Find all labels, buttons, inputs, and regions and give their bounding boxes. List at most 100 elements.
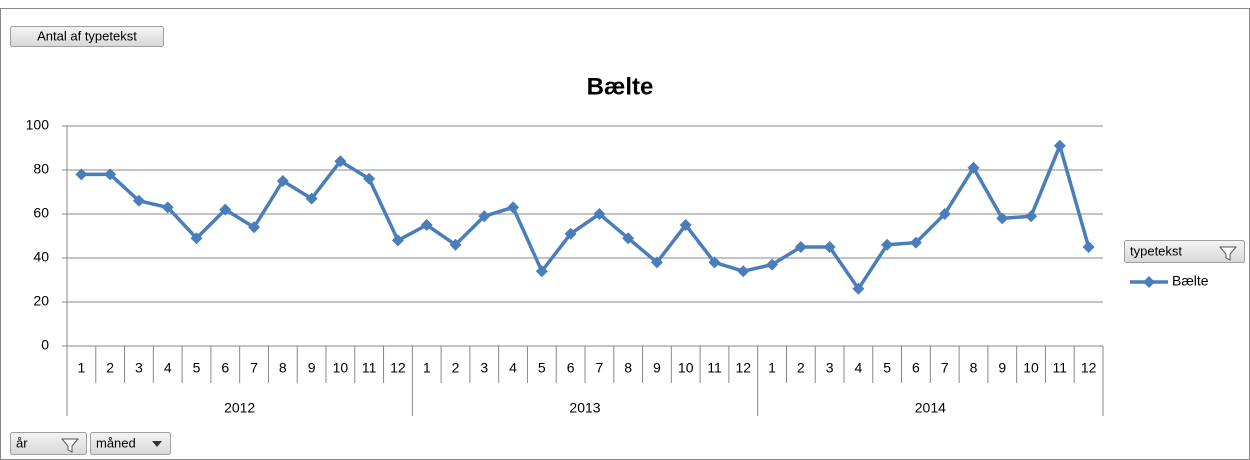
y-tick-label: 80 bbox=[33, 161, 49, 177]
x-tick-label: 6 bbox=[567, 360, 575, 376]
y-tick-label: 20 bbox=[33, 293, 49, 309]
x-tick-label: 11 bbox=[362, 360, 377, 376]
data-marker bbox=[535, 265, 548, 278]
month-button[interactable]: måned bbox=[90, 432, 171, 455]
x-tick-label: 3 bbox=[826, 360, 834, 376]
x-tick-label: 10 bbox=[333, 360, 349, 376]
x-tick-label: 3 bbox=[480, 360, 488, 376]
x-tick-label: 8 bbox=[970, 360, 978, 376]
data-marker bbox=[766, 258, 779, 271]
data-marker bbox=[219, 203, 232, 216]
year-button[interactable]: år bbox=[10, 432, 87, 455]
data-marker bbox=[564, 227, 577, 240]
x-tick-label: 12 bbox=[1081, 360, 1097, 376]
data-marker bbox=[190, 232, 203, 245]
data-marker bbox=[1082, 241, 1095, 253]
x-tick-label: 11 bbox=[1053, 360, 1068, 376]
y-tick-label: 100 bbox=[26, 117, 50, 133]
x-tick-label: 8 bbox=[624, 360, 632, 376]
data-marker bbox=[334, 155, 347, 168]
data-marker bbox=[1053, 139, 1066, 152]
data-marker bbox=[593, 208, 606, 220]
data-marker bbox=[909, 236, 922, 249]
button-frame bbox=[10, 26, 164, 47]
data-marker bbox=[132, 194, 145, 207]
x-tick-label: 2 bbox=[106, 360, 114, 376]
data-marker bbox=[478, 210, 491, 223]
x-tick-label: 10 bbox=[678, 360, 694, 376]
x-tick-label: 10 bbox=[1023, 360, 1039, 376]
x-tick-label: 12 bbox=[735, 360, 751, 376]
data-marker bbox=[420, 219, 433, 231]
x-tick-label: 7 bbox=[595, 360, 603, 376]
filter-icon bbox=[1218, 246, 1238, 261]
x-tick-label: 5 bbox=[193, 360, 201, 376]
x-tick-label: 7 bbox=[941, 360, 949, 376]
y-tick-label: 0 bbox=[41, 337, 49, 353]
button-label: måned bbox=[96, 435, 136, 450]
x-tick-label: 12 bbox=[390, 360, 406, 376]
x-tick-label: 2 bbox=[452, 360, 460, 376]
legend-button[interactable]: typetekst bbox=[1124, 240, 1245, 263]
data-marker bbox=[967, 161, 980, 174]
x-tick-label: 1 bbox=[77, 360, 85, 376]
data-marker bbox=[622, 232, 635, 245]
x-tick-label: 9 bbox=[653, 360, 661, 376]
group-label: 2013 bbox=[569, 400, 600, 416]
data-line bbox=[81, 144, 1091, 291]
data-marker bbox=[104, 168, 117, 181]
data-marker bbox=[75, 168, 88, 181]
x-tick-label: 9 bbox=[308, 360, 316, 376]
dropdown-icon bbox=[152, 441, 162, 447]
data-marker bbox=[737, 265, 750, 278]
values-button[interactable]: Antal af typetekst bbox=[10, 26, 164, 47]
chart-title: Bælte bbox=[587, 73, 654, 100]
legend-label: Bælte bbox=[1172, 273, 1209, 289]
data-marker bbox=[823, 241, 836, 253]
filter-icon bbox=[60, 438, 80, 453]
button-frame bbox=[1124, 240, 1245, 263]
y-tick-label: 40 bbox=[33, 249, 49, 265]
button-label: Antal af typetekst bbox=[37, 28, 137, 43]
x-tick-label: 9 bbox=[998, 360, 1006, 376]
group-label: 2012 bbox=[224, 400, 255, 416]
data-marker bbox=[161, 201, 174, 214]
data-marker bbox=[679, 219, 692, 231]
data-marker bbox=[507, 201, 520, 214]
data-marker bbox=[305, 192, 318, 205]
data-marker bbox=[794, 241, 807, 253]
data-marker bbox=[996, 212, 1009, 225]
button-frame bbox=[90, 432, 171, 455]
x-tick-label: 4 bbox=[854, 360, 862, 376]
x-tick-label: 6 bbox=[221, 360, 229, 376]
button-label: typetekst bbox=[1130, 243, 1182, 258]
x-tick-label: 7 bbox=[250, 360, 258, 376]
x-tick-label: 4 bbox=[509, 360, 517, 376]
x-tick-label: 6 bbox=[912, 360, 920, 376]
x-tick-label: 5 bbox=[538, 360, 546, 376]
x-tick-label: 4 bbox=[164, 360, 172, 376]
x-tick-label: 1 bbox=[423, 360, 431, 376]
data-marker bbox=[650, 256, 663, 269]
x-tick-label: 1 bbox=[768, 360, 776, 376]
data-marker bbox=[938, 208, 951, 220]
x-tick-label: 3 bbox=[135, 360, 143, 376]
data-marker bbox=[881, 238, 894, 251]
group-label: 2014 bbox=[915, 400, 946, 416]
legend-marker bbox=[1143, 276, 1155, 288]
x-tick-label: 5 bbox=[883, 360, 891, 376]
data-marker bbox=[363, 172, 376, 185]
y-tick-label: 60 bbox=[33, 205, 49, 221]
data-marker bbox=[276, 175, 289, 187]
x-tick-label: 11 bbox=[707, 360, 722, 376]
data-marker bbox=[708, 256, 721, 269]
button-label: år bbox=[16, 435, 28, 450]
data-marker bbox=[391, 234, 404, 247]
x-tick-label: 8 bbox=[279, 360, 287, 376]
data-marker bbox=[1025, 210, 1038, 223]
data-marker bbox=[449, 238, 462, 251]
x-tick-label: 2 bbox=[797, 360, 805, 376]
data-marker bbox=[852, 282, 865, 295]
data-marker bbox=[248, 221, 261, 234]
